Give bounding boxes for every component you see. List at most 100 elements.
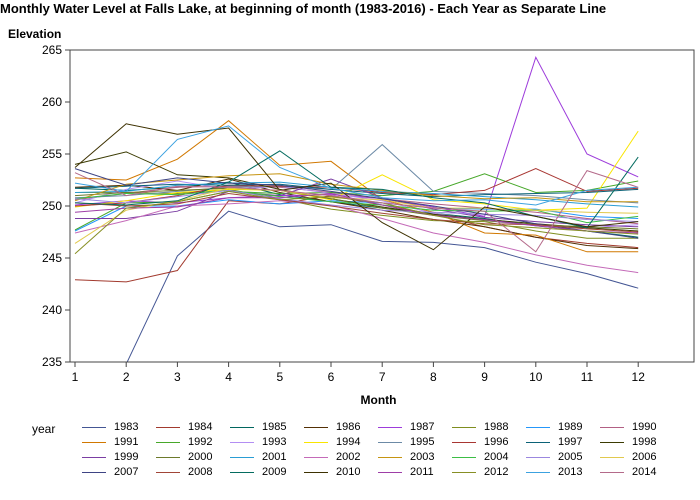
legend-swatch xyxy=(82,472,106,473)
legend-swatch xyxy=(526,472,550,473)
legend-swatch xyxy=(600,427,624,428)
legend-label: 1996 xyxy=(484,436,509,448)
x-tick-label: 3 xyxy=(174,370,181,384)
legend-swatch xyxy=(452,457,476,458)
legend-label: 1986 xyxy=(336,421,361,433)
legend-label: 2007 xyxy=(114,466,139,478)
y-tick-label: 260 xyxy=(42,95,62,109)
legend-swatch xyxy=(82,457,106,458)
legend-label: 1983 xyxy=(114,421,139,433)
legend-swatch xyxy=(156,427,180,428)
legend-label: 1994 xyxy=(336,436,361,448)
x-tick-label: 12 xyxy=(632,370,646,384)
series-line-1996 xyxy=(74,168,639,207)
legend-label: 1997 xyxy=(558,436,583,448)
x-axis-label: Month xyxy=(360,393,397,407)
series-line-2005 xyxy=(74,189,639,223)
legend-swatch xyxy=(378,427,402,428)
series-line-2003 xyxy=(74,173,639,203)
legend-label: 2004 xyxy=(484,451,509,463)
series-line-1991 xyxy=(74,120,639,253)
legend-label: 2008 xyxy=(188,466,213,478)
legend-label: 2010 xyxy=(336,466,361,478)
legend-swatch xyxy=(526,457,550,458)
x-tick-label: 1 xyxy=(72,370,79,384)
x-tick-label: 9 xyxy=(481,370,488,384)
legend-label: 2014 xyxy=(632,466,657,478)
series-line-1990 xyxy=(74,185,639,225)
legend-label: 1995 xyxy=(410,436,435,448)
legend-label: 1992 xyxy=(188,436,213,448)
x-tick-label: 8 xyxy=(430,370,437,384)
legend-label: 2012 xyxy=(484,466,509,478)
series-line-1997 xyxy=(74,183,639,198)
x-axis: 1 2 3 4 5 6 7 8 9 10 11 12 xyxy=(72,362,646,384)
legend-swatch xyxy=(526,442,550,443)
series-line-2013 xyxy=(74,125,639,206)
y-tick-label: 245 xyxy=(42,251,62,265)
legend-swatch xyxy=(82,442,106,443)
legend-swatch xyxy=(230,442,254,443)
legend-swatch xyxy=(156,442,180,443)
legend-label: 2013 xyxy=(558,466,583,478)
x-tick-label: 6 xyxy=(328,370,335,384)
legend-swatch xyxy=(378,472,402,473)
legend-label: 1993 xyxy=(262,436,287,448)
legend-label: 2006 xyxy=(632,451,657,463)
legend-swatch xyxy=(230,427,254,428)
series-line-1995 xyxy=(74,143,639,204)
series-line-1993 xyxy=(74,180,639,229)
legend-label: 2009 xyxy=(262,466,287,478)
legend-label: 2000 xyxy=(188,451,213,463)
series-lines xyxy=(74,56,639,362)
legend-title: year xyxy=(32,422,56,436)
legend-swatch xyxy=(452,427,476,428)
legend-label: 1987 xyxy=(410,421,435,433)
series-line-2010 xyxy=(74,123,639,251)
y-tick-label: 255 xyxy=(42,147,62,161)
legend-swatch xyxy=(526,427,550,428)
legend-label: 2003 xyxy=(410,451,435,463)
series-line-2014 xyxy=(74,170,639,253)
legend-label: 1988 xyxy=(484,421,509,433)
series-line-1984 xyxy=(74,195,639,283)
legend-label: 1998 xyxy=(632,436,657,448)
legend-label: 1989 xyxy=(558,421,583,433)
legend-swatch xyxy=(600,442,624,443)
y-axis: 235 240 245 250 255 260 265 xyxy=(42,43,70,369)
legend-swatch xyxy=(304,442,328,443)
legend-label: 2001 xyxy=(262,451,287,463)
legend-swatch xyxy=(600,472,624,473)
legend-swatch xyxy=(156,472,180,473)
legend-swatch xyxy=(600,457,624,458)
legend-label: 2011 xyxy=(410,466,434,478)
x-tick-label: 7 xyxy=(379,370,386,384)
legend-swatch xyxy=(304,457,328,458)
legend-swatch xyxy=(156,457,180,458)
x-tick-label: 5 xyxy=(276,370,283,384)
series-line-2001 xyxy=(74,181,639,208)
y-tick-label: 265 xyxy=(42,43,62,57)
legend-swatch xyxy=(452,442,476,443)
legend-label: 2005 xyxy=(558,451,583,463)
legend-label: 2002 xyxy=(336,451,361,463)
chart-title: Monthly Water Level at Falls Lake, at be… xyxy=(0,1,607,16)
legend-label: 1991 xyxy=(114,436,139,448)
y-tick-label: 240 xyxy=(42,303,62,317)
legend-swatch xyxy=(304,427,328,428)
legend-label: 1990 xyxy=(632,421,657,433)
y-axis-label: Elevation xyxy=(8,27,62,41)
y-tick-label: 250 xyxy=(42,199,62,213)
legend-label: 1984 xyxy=(188,421,213,433)
legend-swatch xyxy=(452,472,476,473)
series-line-2008 xyxy=(74,192,639,233)
legend-label: 1999 xyxy=(114,451,139,463)
legend-swatch xyxy=(230,457,254,458)
legend-swatch xyxy=(304,472,328,473)
x-tick-label: 4 xyxy=(225,370,232,384)
x-tick-label: 2 xyxy=(123,370,130,384)
x-tick-label: 10 xyxy=(529,370,543,384)
series-line-2002 xyxy=(74,200,639,274)
legend-swatch xyxy=(378,457,402,458)
